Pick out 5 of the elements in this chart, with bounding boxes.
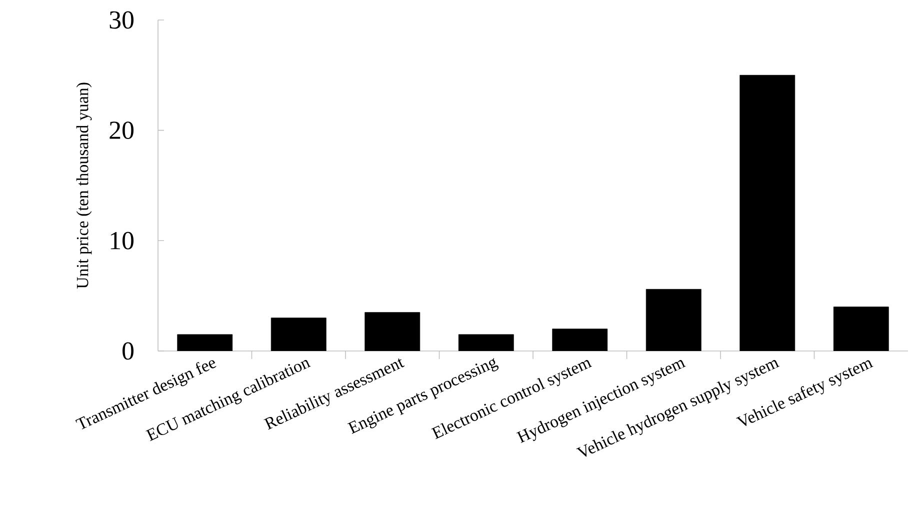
- y-axis-title: Unit price (ten thousand yuan): [76, 82, 92, 289]
- y-tick-label: 0: [122, 342, 134, 360]
- y-tick-label: 10: [110, 232, 134, 250]
- y-tick-label: 30: [110, 11, 134, 29]
- y-tick-label: 20: [110, 122, 134, 140]
